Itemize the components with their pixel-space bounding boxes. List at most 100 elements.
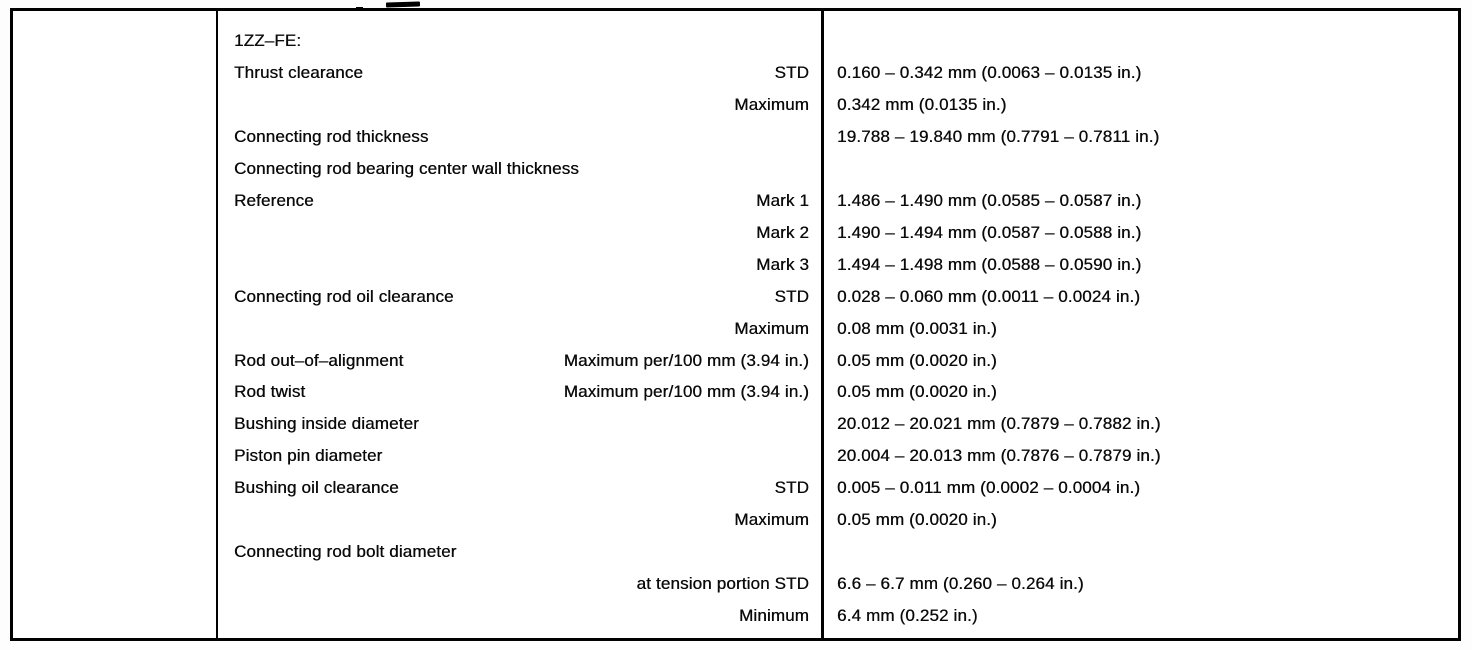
spec-value-text: 1.490 – 1.494 mm (0.0587 – 0.0588 in.): [837, 222, 1142, 242]
spec-value-cell: 0.05 mm (0.0020 in.): [821, 382, 1458, 402]
spec-condition-label: at tension portion STD: [636, 574, 809, 594]
spec-item-label: Thrust clearance: [234, 62, 364, 82]
spec-value-cell: 0.342 mm (0.0135 in.): [821, 95, 1458, 115]
spec-value-cell: 0.028 – 0.060 mm (0.0011 – 0.0024 in.): [821, 287, 1458, 307]
spec-item-cell: at tension portion STD: [218, 574, 821, 594]
spec-value-cell: 6.6 – 6.7 mm (0.260 – 0.264 in.): [821, 574, 1458, 594]
left-margin-cell: [13, 600, 218, 632]
left-margin-cell: [13, 185, 218, 217]
left-margin-cell: [13, 504, 218, 536]
left-margin-cell: [13, 345, 218, 377]
spec-item-label: Bushing oil clearance: [234, 478, 399, 498]
spec-row: Minimum 6.4 mm (0.252 in.): [13, 600, 1458, 632]
spec-value-cell: 20.012 – 20.021 mm (0.7879 – 0.7882 in.): [821, 414, 1458, 434]
spec-value-cell: 19.788 – 19.840 mm (0.7791 – 0.7811 in.): [821, 127, 1458, 147]
spec-item-label: Connecting rod bearing center wall thick…: [234, 158, 579, 178]
spec-value-text: 0.342 mm (0.0135 in.): [837, 94, 1007, 114]
spec-value-text: 0.028 – 0.060 mm (0.0011 – 0.0024 in.): [837, 286, 1141, 306]
spec-row: Mark 3 1.494 – 1.498 mm (0.0588 – 0.0590…: [13, 249, 1458, 281]
spec-row: 1ZZ–FE:: [13, 25, 1458, 57]
left-margin-cell: [13, 472, 218, 504]
spec-item-label: 1ZZ–FE:: [234, 30, 302, 50]
spec-item-label: Piston pin diameter: [234, 446, 383, 466]
spec-value-text: 19.788 – 19.840 mm (0.7791 – 0.7811 in.): [837, 126, 1160, 146]
spec-row: Connecting rod oil clearance STD 0.028 –…: [13, 281, 1458, 313]
left-margin-cell: [13, 25, 218, 57]
spec-row: Connecting rod thickness 19.788 – 19.840…: [13, 121, 1458, 153]
spec-item-cell: 1ZZ–FE:: [218, 31, 821, 51]
spec-row: Bushing inside diameter 20.012 – 20.021 …: [13, 408, 1458, 440]
spec-value-cell: 6.4 mm (0.252 in.): [821, 606, 1458, 626]
spec-value-text: 0.005 – 0.011 mm (0.0002 – 0.0004 in.): [837, 478, 1141, 498]
spec-row: Mark 2 1.490 – 1.494 mm (0.0587 – 0.0588…: [13, 217, 1458, 249]
spec-value-cell: 0.05 mm (0.0020 in.): [821, 510, 1458, 530]
spec-value-cell: 0.160 – 0.342 mm (0.0063 – 0.0135 in.): [821, 63, 1458, 83]
spec-value-text: 1.486 – 1.490 mm (0.0585 – 0.0587 in.): [837, 190, 1142, 210]
left-margin-cell: [13, 408, 218, 440]
spec-item-cell: Thrust clearance STD: [218, 63, 821, 83]
left-margin-cell: [13, 249, 218, 281]
spec-value-text: 0.160 – 0.342 mm (0.0063 – 0.0135 in.): [837, 62, 1142, 82]
spec-value-text: 20.004 – 20.013 mm (0.7876 – 0.7879 in.): [837, 446, 1161, 466]
spec-item-cell: Maximum: [218, 510, 821, 530]
spec-item-cell: Rod out–of–alignment Maximum per/100 mm …: [218, 351, 821, 371]
spec-item-cell: Maximum: [218, 319, 821, 339]
spec-value-text: 0.05 mm (0.0020 in.): [837, 510, 997, 530]
spec-row: Maximum 0.05 mm (0.0020 in.): [13, 504, 1458, 536]
spec-item-cell: Maximum: [218, 95, 821, 115]
left-margin-cell: [13, 217, 218, 249]
spec-item-cell: Reference Mark 1: [218, 191, 821, 211]
spec-condition-label: Maximum: [734, 318, 809, 338]
spec-condition-label: Mark 1: [756, 190, 809, 210]
spec-condition-label: STD: [774, 286, 809, 306]
spec-condition-label: STD: [774, 62, 809, 82]
spec-item-cell: Bushing inside diameter: [218, 414, 821, 434]
spec-value-cell: 0.005 – 0.011 mm (0.0002 – 0.0004 in.): [821, 478, 1458, 498]
spec-condition-label: STD: [774, 478, 809, 498]
spec-item-cell: Connecting rod thickness: [218, 127, 821, 147]
spec-value-text: 0.08 mm (0.0031 in.): [837, 318, 997, 338]
spec-value-cell: 20.004 – 20.013 mm (0.7876 – 0.7879 in.): [821, 446, 1458, 466]
left-margin-cell: [13, 536, 218, 568]
spec-condition-label: Mark 2: [756, 222, 809, 242]
spec-value-text: 6.6 – 6.7 mm (0.260 – 0.264 in.): [837, 574, 1084, 594]
spec-condition-label: Minimum: [739, 606, 809, 626]
spec-condition-label: Maximum: [734, 510, 809, 530]
left-margin-cell: [13, 153, 218, 185]
spec-row: Rod out–of–alignment Maximum per/100 mm …: [13, 345, 1458, 377]
spec-item-label: Connecting rod bolt diameter: [234, 542, 457, 562]
spec-value-cell: 0.08 mm (0.0031 in.): [821, 319, 1458, 339]
spec-condition-label: Mark 3: [756, 254, 809, 274]
spec-row: Maximum 0.08 mm (0.0031 in.): [13, 313, 1458, 345]
spec-item-label: Connecting rod oil clearance: [234, 286, 454, 306]
spec-row: Maximum 0.342 mm (0.0135 in.): [13, 89, 1458, 121]
left-margin-cell: [13, 57, 218, 89]
spec-row: Rod twist Maximum per/100 mm (3.94 in.) …: [13, 376, 1458, 408]
spec-item-label: Bushing inside diameter: [234, 414, 419, 434]
spec-value-cell: 1.486 – 1.490 mm (0.0585 – 0.0587 in.): [821, 191, 1458, 211]
spec-value-text: 0.05 mm (0.0020 in.): [837, 350, 997, 370]
spec-condition-label: Maximum per/100 mm (3.94 in.): [563, 382, 809, 402]
spec-row: Bushing oil clearance STD 0.005 – 0.011 …: [13, 472, 1458, 504]
spec-item-cell: Minimum: [218, 606, 821, 626]
left-margin-cell: [13, 281, 218, 313]
spec-value-text: 20.012 – 20.021 mm (0.7879 – 0.7882 in.): [837, 414, 1161, 434]
spec-value-cell: 1.494 – 1.498 mm (0.0588 – 0.0590 in.): [821, 255, 1458, 275]
scan-artifact: [385, 1, 421, 8]
spec-row: at tension portion STD 6.6 – 6.7 mm (0.2…: [13, 568, 1458, 600]
spec-item-label: Reference: [234, 190, 314, 210]
spec-rows: 1ZZ–FE: Thrust clearance STD 0.160 – 0.3…: [13, 11, 1458, 638]
spec-item-label: Rod out–of–alignment: [234, 350, 404, 370]
spec-row: Reference Mark 1 1.486 – 1.490 mm (0.058…: [13, 185, 1458, 217]
column-divider-values: [821, 11, 824, 638]
left-margin-cell: [13, 568, 218, 600]
column-divider-left: [216, 11, 218, 638]
engine-spec-table: 1ZZ–FE: Thrust clearance STD 0.160 – 0.3…: [10, 8, 1461, 641]
spec-condition-label: Maximum: [734, 94, 809, 114]
spec-value-cell: 0.05 mm (0.0020 in.): [821, 351, 1458, 371]
spec-row: Thrust clearance STD 0.160 – 0.342 mm (0…: [13, 57, 1458, 89]
spec-item-cell: Bushing oil clearance STD: [218, 478, 821, 498]
spec-item-cell: Piston pin diameter: [218, 446, 821, 466]
spec-item-cell: Mark 2: [218, 223, 821, 243]
